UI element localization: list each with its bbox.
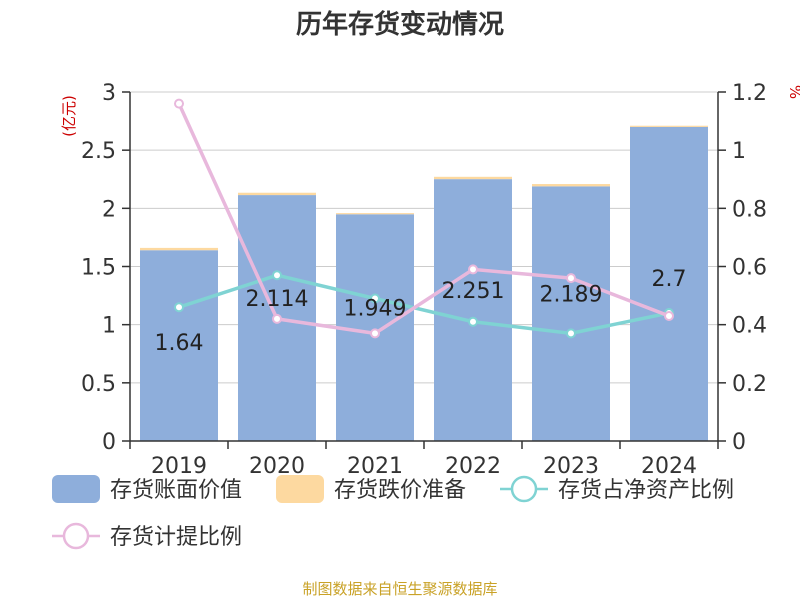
x-tick-label: 2021 — [347, 454, 403, 479]
y-left-tick-label: 0 — [102, 430, 116, 455]
series-line — [177, 102, 670, 336]
bar-data-label: 2.7 — [652, 267, 687, 292]
data-labels: 1.64 2.114 1.949 2.251 2.189 2.7 — [155, 267, 687, 356]
y-left-tick-label: 0.5 — [81, 372, 116, 397]
x-tick-label: 2019 — [151, 454, 207, 479]
series-point — [174, 302, 184, 313]
x-tick-label: 2020 — [249, 454, 305, 479]
legend-swatch — [276, 475, 324, 503]
y-left-tick-label: 3 — [102, 81, 116, 106]
y-right-tick-label: 0.6 — [732, 256, 767, 281]
chart-title: 历年存货变动情况 — [296, 9, 504, 40]
grid-lines — [130, 91, 718, 384]
series-point — [174, 98, 184, 109]
series-point — [272, 313, 282, 324]
x-tick-label: 2023 — [543, 454, 599, 479]
bar-impairment — [434, 176, 512, 180]
legend-label: 存货账面价值 — [110, 478, 242, 503]
bar-impairment — [336, 213, 414, 215]
source-note: 制图数据来自恒生聚源数据库 — [302, 580, 497, 598]
legend-label: 存货占净资产比例 — [558, 478, 734, 503]
series-point — [664, 310, 674, 321]
x-tick-label: 2024 — [641, 454, 697, 479]
bar-book-value — [630, 126, 708, 442]
y-left-tick-label: 1.5 — [81, 256, 116, 281]
y-left-tick-label: 2 — [102, 197, 116, 222]
y-right-tick-label: 0.4 — [732, 314, 767, 339]
series-point — [370, 293, 380, 304]
line-layer — [174, 98, 674, 339]
series-point — [566, 273, 576, 284]
series-point — [566, 328, 576, 339]
series-point — [468, 264, 478, 275]
y-left-tick-label: 1 — [102, 314, 116, 339]
y-left-tick-label: 2.5 — [81, 139, 116, 164]
bar-impairment — [140, 247, 218, 251]
axes: 0 0.5 1 1.5 2 2.5 3 0 0.2 0.4 0.6 0.8 1 1.2 2019 2020 20… — [81, 81, 767, 479]
series-point — [468, 316, 478, 327]
bar-impairment — [532, 184, 610, 187]
y-left-label: (亿元) — [60, 95, 78, 137]
series-point — [370, 328, 380, 339]
y-right-tick-label: 0.8 — [732, 197, 767, 222]
legend-marker — [62, 522, 90, 550]
y-right-tick-label: 1.2 — [732, 81, 767, 106]
legend-label: 存货计提比例 — [110, 525, 242, 550]
y-right-label: % — [786, 85, 800, 99]
bar-data-label: 1.64 — [155, 331, 204, 356]
bar-data-label: 2.251 — [442, 279, 505, 304]
y-right-tick-label: 1 — [732, 139, 746, 164]
bar-impairment — [238, 192, 316, 196]
bar-data-label: 2.114 — [246, 287, 309, 312]
legend-label: 存货跌价准备 — [334, 478, 466, 503]
legend-marker — [510, 475, 538, 503]
x-tick-label: 2022 — [445, 454, 501, 479]
y-right-tick-label: 0.2 — [732, 372, 767, 397]
legend-swatch — [52, 475, 100, 503]
bar-data-label: 2.189 — [540, 283, 603, 308]
bar-book-value — [532, 186, 610, 441]
y-right-tick-label: 0 — [732, 430, 746, 455]
bar-book-value — [434, 179, 512, 441]
bar-layer — [140, 125, 708, 442]
bar-book-value — [140, 250, 218, 441]
bar-data-label: 1.949 — [344, 297, 407, 322]
bar-impairment — [630, 125, 708, 127]
series-point — [272, 270, 282, 281]
bar-book-value — [336, 214, 414, 441]
